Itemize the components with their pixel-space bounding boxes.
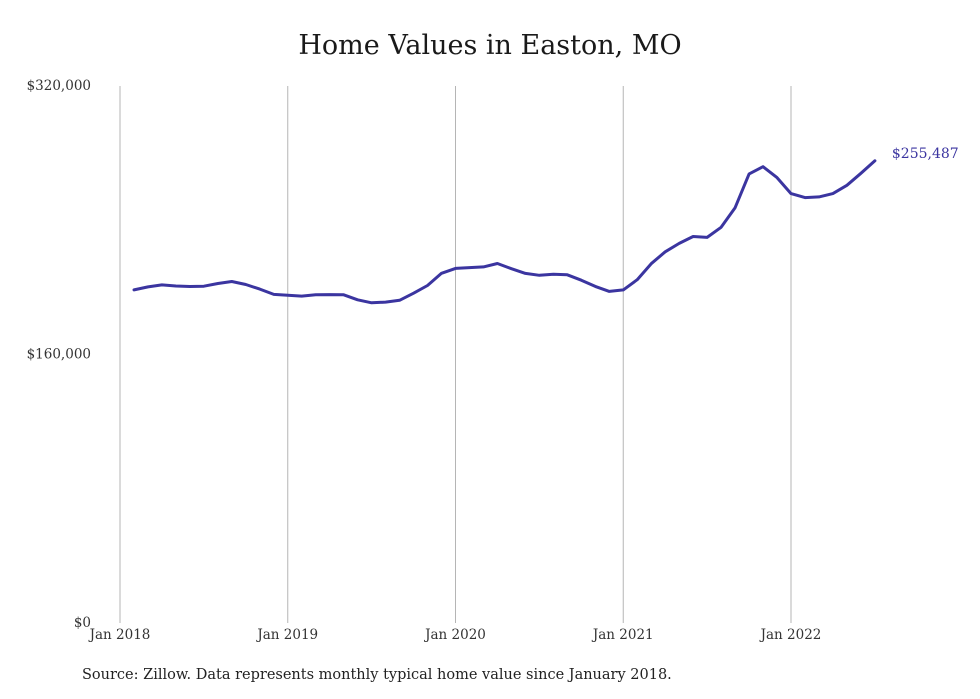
x-tick-label: Jan 2019 [255,627,318,643]
source-note: Source: Zillow. Data represents monthly … [82,667,672,683]
series-line [132,159,877,305]
data-labels: $255,487 [892,146,959,162]
x-tick-label: Jan 2018 [88,627,151,643]
chart-title: Home Values in Easton, MO [298,30,682,61]
end-value-label: $255,487 [892,146,959,162]
x-tick-label: Jan 2021 [591,627,654,643]
series [132,159,877,305]
x-tick-label: Jan 2022 [759,627,822,643]
y-axis-ticks: $0 $160,000 $320,000 [27,78,91,631]
y-tick-label: $320,000 [27,78,91,94]
x-tick-label: Jan 2020 [423,627,486,643]
y-tick-label: $160,000 [27,347,91,363]
x-axis-ticks: Jan 2018 Jan 2019 Jan 2020 Jan 2021 Jan 2022 [88,627,822,643]
y-tick-label: $0 [74,615,91,631]
gridlines [119,86,792,623]
